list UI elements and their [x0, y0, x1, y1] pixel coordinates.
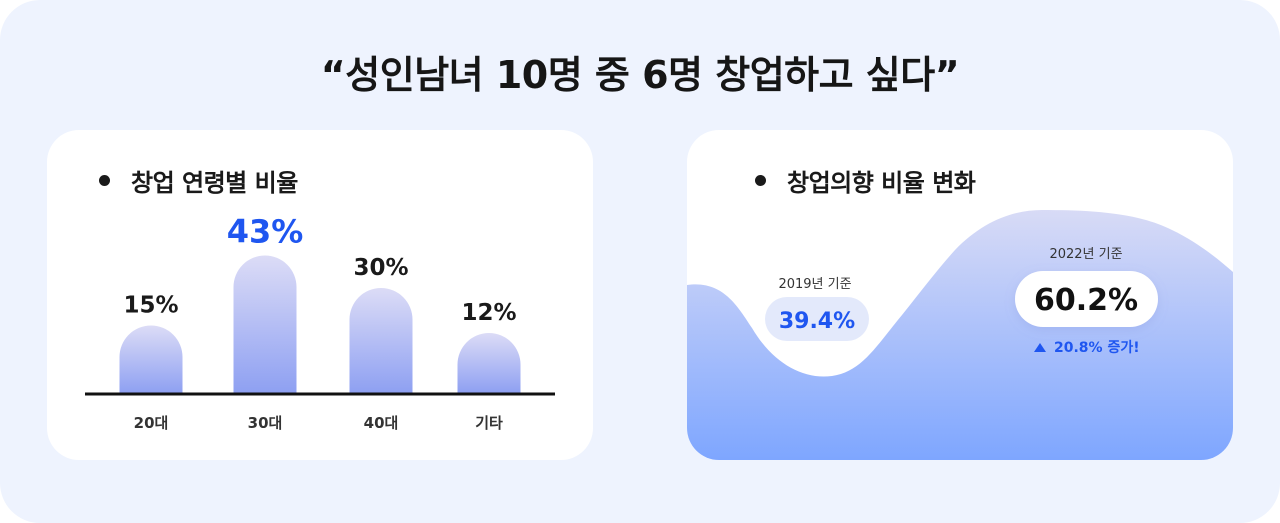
bar-20대	[119, 325, 183, 393]
bar-value-label: 15%	[123, 293, 178, 319]
bullet-icon	[755, 175, 766, 186]
category-tick-label: 40대	[364, 414, 399, 432]
category-tick-label: 기타	[475, 414, 503, 432]
bar-value-label: 43%	[227, 213, 304, 251]
category-tick-label: 20대	[134, 414, 169, 432]
age-ratio-card: 창업 연령별 비율 15% 20대 43% 30대 30% 40대 12% 기타	[47, 130, 593, 460]
bar-value-label: 30%	[353, 255, 408, 281]
bar-chart-title: 창업 연령별 비율	[131, 169, 298, 197]
point-label-2019: 2019년 기준	[778, 277, 851, 292]
point-value-2019: 39.4%	[779, 309, 855, 334]
bullet-icon	[99, 175, 110, 186]
bar-40대	[349, 288, 413, 393]
bar-30대	[233, 255, 297, 393]
area-chart-title: 창업의향 비율 변화	[787, 169, 976, 197]
category-tick-label: 30대	[248, 414, 283, 432]
page-title: “성인남녀 10명 중 6명 창업하고 싶다”	[320, 53, 960, 97]
value-badge-2019	[765, 297, 869, 341]
bar-value-label: 12%	[461, 300, 516, 326]
area-fill	[687, 210, 1233, 460]
bar-chart: 15% 20대 43% 30대 30% 40대 12% 기타	[85, 213, 555, 432]
area-chart: 2019년 기준 39.4% 2022년 기준 60.2% 20.8% 증가!	[687, 210, 1233, 460]
point-label-2022: 2022년 기준	[1049, 247, 1122, 262]
bar-기타	[457, 333, 521, 393]
up-triangle-icon	[1034, 343, 1046, 352]
intent-change-card: 2019년 기준 39.4% 2022년 기준 60.2% 20.8% 증가! 창업의향…	[687, 130, 1233, 460]
value-badge-2022	[1015, 271, 1158, 327]
change-label: 20.8% 증가!	[1054, 340, 1140, 356]
point-value-2022: 60.2%	[1034, 283, 1138, 318]
